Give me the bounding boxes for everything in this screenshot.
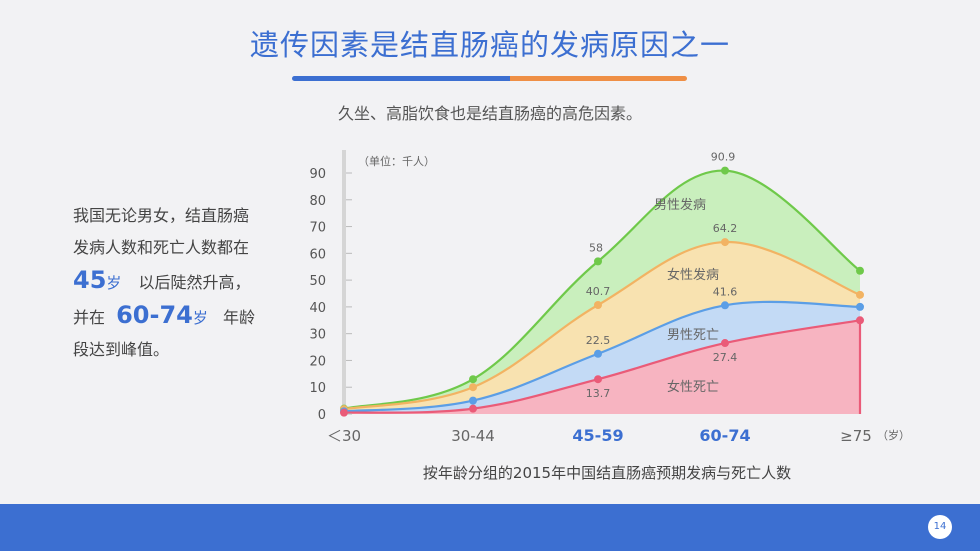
y-tick-label-4: 40 (309, 301, 326, 316)
data-point-0-1 (469, 375, 477, 384)
data-point-1-1 (469, 383, 477, 392)
series-name-2: 男性死亡 (667, 328, 719, 343)
chart-areas (343, 169, 862, 414)
page-number: 14 (928, 515, 952, 539)
title-underline (292, 76, 687, 81)
slide-title: 遗传因素是结直肠癌的发病原因之一 (249, 28, 730, 62)
side-line-4: 并在 60-74岁 年龄 (73, 299, 273, 334)
side-text: 我国无论男女，结直肠癌 发病人数和死亡人数都在 45岁 以后陡然升高， 并在 6… (73, 200, 273, 366)
data-point-2-4 (856, 302, 864, 311)
age-60-74: 60-74 (116, 301, 193, 329)
area-fill-3 (344, 320, 860, 414)
data-point-3-2 (594, 375, 602, 384)
x-tick-label-1: 30-44 (451, 427, 495, 445)
side-prefix-age2: 并在 (73, 308, 106, 327)
y-tick-label-8: 80 (309, 194, 326, 209)
data-label-3-3: 27.4 (713, 351, 738, 364)
y-tick-label-7: 70 (309, 221, 326, 236)
x-tick-label-3: 60-74 (699, 426, 750, 445)
age-unit-1: 岁 (106, 274, 122, 292)
data-label-0-2: 58 (589, 241, 603, 254)
data-point-3-0 (340, 408, 348, 417)
y-axis-line (342, 150, 346, 416)
y-tick-label-3: 30 (309, 328, 326, 343)
data-point-2-3 (721, 301, 729, 310)
data-point-3-1 (469, 404, 477, 413)
side-line-2: 发病人数和死亡人数都在 (73, 238, 250, 257)
x-tick-label-0: ＜30 (327, 427, 361, 445)
data-point-2-1 (469, 396, 477, 405)
data-point-0-2 (594, 257, 602, 266)
slide-subtitle: 久坐、高脂饮食也是结直肠癌的高危因素。 (337, 104, 642, 123)
data-label-3-2: 13.7 (586, 387, 611, 400)
side-line-3: 45岁 以后陡然升高， (73, 264, 273, 299)
chart-y-axis: 0 10 20 30 40 50 60 70 80 90 (309, 150, 352, 423)
data-point-0-3 (721, 166, 729, 175)
age-unit-2: 岁 (192, 309, 208, 327)
side-line-5: 段达到峰值。 (73, 340, 170, 359)
chart-caption: 按年龄分组的2015年中国结直肠癌预期发病与死亡人数 (423, 464, 791, 482)
side-line-1: 我国无论男女，结直肠癌 (73, 206, 250, 225)
title-underline-blue (292, 76, 510, 81)
y-tick-label-0: 0 (318, 408, 326, 423)
x-tick-label-4: ≥75 (840, 427, 872, 445)
data-point-3-4 (856, 316, 864, 325)
data-point-1-4 (856, 290, 864, 299)
chart-x-axis: ＜30 30-44 45-59 60-74 ≥75 （岁） (327, 426, 910, 445)
series-name-1: 女性发病 (667, 267, 719, 283)
x-tick-label-2: 45-59 (572, 426, 623, 445)
chart-unit-label: （单位：千人） (358, 154, 435, 168)
data-point-1-3 (721, 238, 729, 247)
data-label-2-2: 22.5 (586, 334, 611, 347)
y-tick-label-6: 60 (309, 247, 326, 262)
x-unit-label: （岁） (877, 428, 910, 442)
data-label-2-3: 41.6 (713, 285, 738, 298)
data-point-0-4 (856, 266, 864, 275)
y-tick-label-9: 90 (309, 167, 326, 182)
data-label-1-2: 40.7 (586, 285, 611, 298)
series-name-3: 女性死亡 (667, 379, 719, 395)
side-after-age1: 以后陡然升高， (138, 273, 251, 292)
y-tick-label-5: 50 (309, 274, 326, 289)
age-45: 45 (73, 266, 107, 294)
y-tick-label-1: 10 (309, 381, 326, 396)
data-point-2-2 (594, 349, 602, 358)
footer-bar (0, 504, 980, 551)
data-point-1-2 (594, 301, 602, 310)
title-underline-orange (510, 76, 687, 81)
data-point-3-3 (721, 339, 729, 348)
series-name-0: 男性发病 (654, 197, 706, 213)
chart-marks: 58 90.9 男性发病 40.7 64.2 女性发病 22.5 41.6 男性死亡 13.7 27… (340, 151, 864, 417)
side-after-age2: 年龄 (222, 308, 255, 327)
data-label-1-3: 64.2 (713, 222, 738, 235)
data-label-0-3: 90.9 (711, 151, 736, 164)
y-tick-label-2: 20 (309, 354, 326, 369)
